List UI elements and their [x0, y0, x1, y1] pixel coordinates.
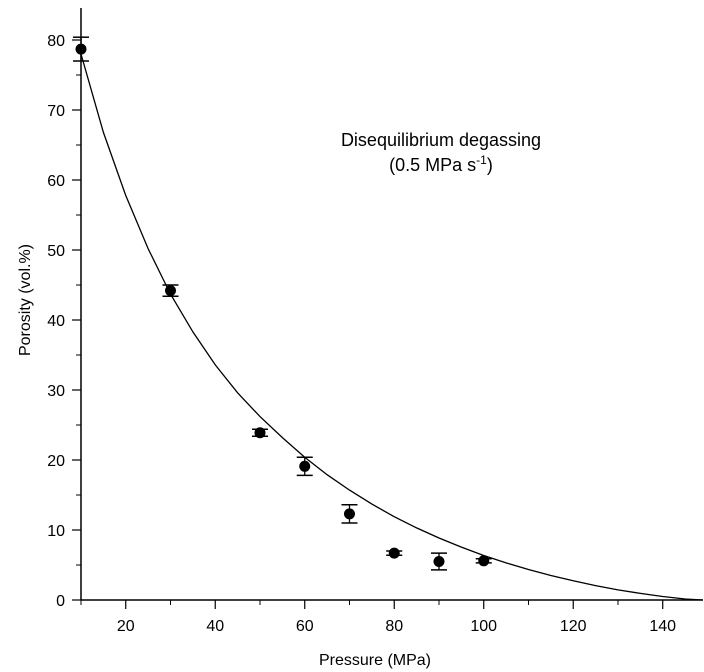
- y-tick-label: 0: [56, 593, 65, 610]
- x-tick-label: 60: [296, 618, 314, 635]
- data-point: [299, 460, 311, 472]
- y-tick-label: 50: [47, 243, 65, 260]
- y-axis-label: Porosity (vol.%): [17, 244, 34, 356]
- fit-curve: [80, 53, 704, 601]
- y-tick-label: 20: [47, 453, 65, 470]
- x-tick-label: 120: [560, 618, 587, 635]
- x-tick-label: 80: [385, 618, 403, 635]
- data-point: [75, 43, 87, 55]
- y-tick-label: 70: [47, 103, 65, 120]
- annotation-line-2: (0.5 MPa s-1): [389, 153, 493, 175]
- x-tick-label: 100: [470, 618, 497, 635]
- axes: 20 40 60 80 100 120 140 0 10 20 30 40 50 60 70 80: [47, 8, 703, 635]
- y-tick-label: 10: [47, 523, 65, 540]
- annotation-rate-exponent: -1: [476, 153, 487, 167]
- data-point: [433, 556, 445, 567]
- x-tick-label: 140: [649, 618, 676, 635]
- data-point: [254, 427, 266, 439]
- y-tick-label: 80: [47, 33, 65, 50]
- y-tick-label: 40: [47, 313, 65, 330]
- x-axis-label: Pressure (MPa): [319, 652, 431, 669]
- data-point: [478, 555, 490, 567]
- y-tick-label: 30: [47, 383, 65, 400]
- annotation-rate-close: ): [487, 155, 493, 175]
- data-point: [343, 508, 355, 520]
- data-point: [164, 285, 176, 297]
- fit-curve-layer: [80, 53, 704, 601]
- data-points: [73, 36, 492, 571]
- x-tick-label: 20: [117, 618, 135, 635]
- data-point: [388, 547, 400, 559]
- y-tick-label: 60: [47, 173, 65, 190]
- annotation-line-1: Disequilibrium degassing: [341, 130, 541, 150]
- x-tick-label: 40: [206, 618, 224, 635]
- annotation-rate-text: (0.5 MPa s: [389, 155, 476, 175]
